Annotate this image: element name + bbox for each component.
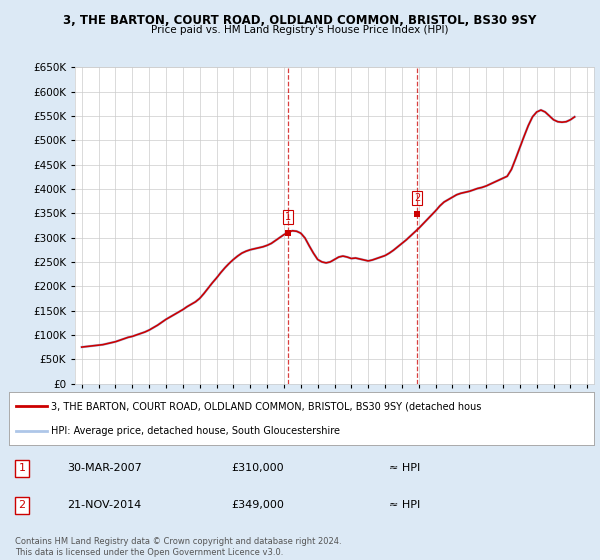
Text: 30-MAR-2007: 30-MAR-2007: [67, 463, 142, 473]
Text: Price paid vs. HM Land Registry's House Price Index (HPI): Price paid vs. HM Land Registry's House …: [151, 25, 449, 35]
Text: 3, THE BARTON, COURT ROAD, OLDLAND COMMON, BRISTOL, BS30 9SY: 3, THE BARTON, COURT ROAD, OLDLAND COMMO…: [64, 14, 536, 27]
Text: Contains HM Land Registry data © Crown copyright and database right 2024.
This d: Contains HM Land Registry data © Crown c…: [15, 537, 341, 557]
Text: £349,000: £349,000: [232, 501, 284, 511]
Text: 21-NOV-2014: 21-NOV-2014: [67, 501, 142, 511]
Text: ≈ HPI: ≈ HPI: [389, 463, 421, 473]
Text: 3, THE BARTON, COURT ROAD, OLDLAND COMMON, BRISTOL, BS30 9SY (detached hous: 3, THE BARTON, COURT ROAD, OLDLAND COMMO…: [51, 402, 481, 412]
Text: 2: 2: [19, 501, 25, 511]
Text: HPI: Average price, detached house, South Gloucestershire: HPI: Average price, detached house, Sout…: [51, 426, 340, 436]
Text: 1: 1: [19, 463, 25, 473]
Text: £310,000: £310,000: [232, 463, 284, 473]
Text: 1: 1: [285, 212, 291, 222]
Text: 2: 2: [414, 193, 420, 203]
Text: ≈ HPI: ≈ HPI: [389, 501, 421, 511]
